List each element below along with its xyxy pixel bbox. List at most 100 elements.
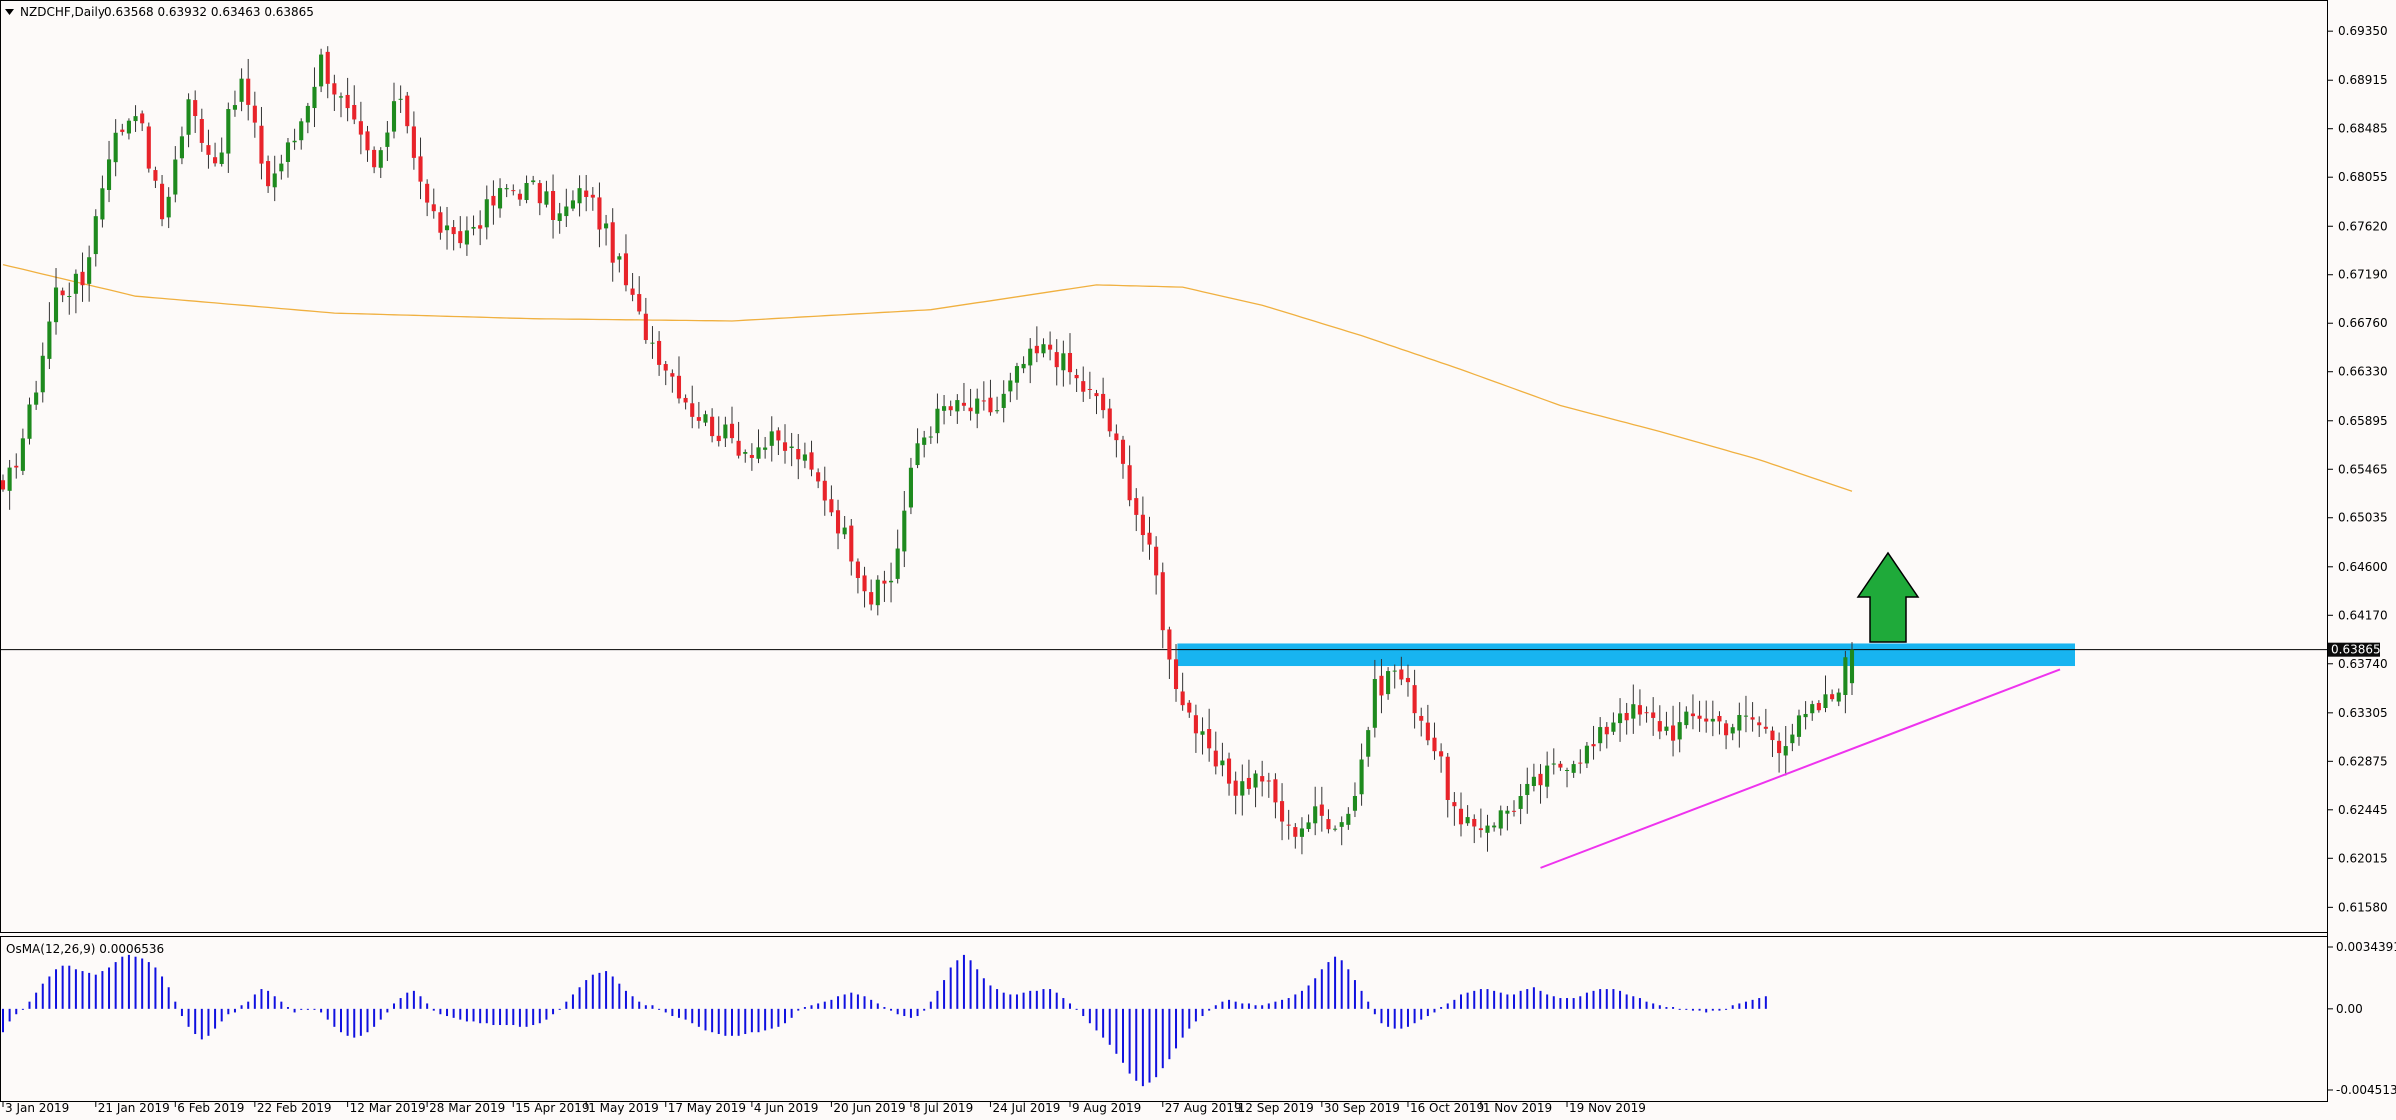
candle	[1631, 684, 1636, 734]
osma-bar	[1605, 989, 1608, 1009]
osma-bar	[1711, 1008, 1714, 1011]
candle	[915, 428, 920, 469]
osma-bar	[757, 1008, 760, 1033]
osma-bar	[386, 1008, 389, 1013]
osma-bar	[1758, 998, 1761, 1009]
osma-bar	[1320, 969, 1323, 1009]
osma-bar	[538, 1008, 541, 1024]
candle	[789, 432, 794, 467]
candle	[1505, 805, 1510, 831]
osma-bar	[1360, 990, 1363, 1009]
osma-bar	[1744, 1001, 1747, 1009]
osma-bar	[1619, 990, 1622, 1009]
candle	[736, 421, 741, 459]
osma-bar	[1645, 1001, 1648, 1009]
candle	[1352, 782, 1358, 818]
candle	[325, 46, 330, 99]
osma-bar	[684, 1008, 687, 1020]
candle	[126, 118, 131, 140]
candle	[531, 175, 536, 185]
candle	[1034, 326, 1039, 363]
candle	[1584, 741, 1589, 769]
osma-bar	[1367, 1001, 1370, 1009]
candle	[1823, 675, 1828, 713]
osma-bar	[1725, 1008, 1728, 1010]
osma-bar	[439, 1008, 442, 1015]
osma-bar	[585, 980, 588, 1009]
osma-bar	[233, 1008, 236, 1013]
osma-bar	[1188, 1008, 1191, 1029]
candle	[471, 215, 476, 236]
candle	[782, 424, 788, 464]
candle	[458, 216, 463, 249]
candle	[1545, 751, 1550, 799]
osma-bar	[598, 972, 601, 1009]
osma-bar	[1579, 996, 1582, 1009]
osma-bar	[459, 1008, 462, 1020]
candle	[1578, 749, 1583, 774]
candle	[120, 123, 125, 136]
candle	[206, 129, 211, 169]
osma-bar	[711, 1008, 714, 1033]
osma-bar	[1042, 989, 1045, 1009]
candle	[557, 202, 562, 234]
candle	[146, 122, 151, 173]
osma-bar	[306, 1008, 309, 1010]
osma-bar	[1214, 1005, 1217, 1009]
osma-bar	[1294, 994, 1297, 1009]
candle	[537, 180, 542, 216]
osma-bar	[41, 983, 44, 1009]
dropdown-arrow-icon[interactable]	[5, 9, 14, 15]
candle	[179, 126, 184, 165]
y-tick-label: 0.64600	[2338, 560, 2388, 574]
osma-bar	[1254, 1005, 1257, 1009]
candle	[769, 416, 774, 462]
candle	[1564, 767, 1570, 788]
osma-bar	[1208, 1008, 1211, 1011]
candle	[663, 360, 668, 386]
osma-bar	[1652, 1003, 1655, 1009]
candle	[729, 406, 735, 444]
candle	[1803, 701, 1808, 730]
y-tick-label: 0.61580	[2338, 900, 2388, 914]
candle	[1604, 722, 1609, 749]
osma-bar	[605, 971, 608, 1009]
osma-bar	[996, 989, 999, 1009]
y-tick-label: 0.66760	[2338, 316, 2388, 330]
osma-bar	[1691, 1008, 1694, 1011]
osma-bar	[247, 1001, 250, 1009]
candle	[835, 499, 841, 550]
osma-tick-label: 0.00	[2336, 1002, 2363, 1016]
osma-bar	[896, 1008, 899, 1015]
osma-bar	[837, 996, 840, 1009]
candle	[650, 326, 655, 359]
candle	[1120, 435, 1126, 479]
candle	[988, 379, 993, 416]
candle	[1021, 356, 1026, 374]
candle	[1770, 726, 1775, 758]
osma-bar	[929, 1001, 932, 1009]
candle	[1187, 700, 1192, 718]
candle	[1737, 702, 1742, 748]
osma-bar	[578, 987, 581, 1009]
osma-bar	[962, 954, 965, 1009]
osma-bar	[750, 1008, 753, 1033]
candle	[696, 401, 701, 429]
osma-bar	[1493, 990, 1496, 1009]
osma-bar	[737, 1008, 740, 1036]
osma-bar	[1764, 996, 1767, 1009]
osma-bar	[571, 994, 574, 1009]
y-tick-label: 0.67190	[2338, 268, 2388, 282]
osma-bar	[797, 1008, 800, 1011]
osma-bar	[1102, 1008, 1105, 1038]
candle	[643, 297, 648, 344]
osma-bar	[220, 1008, 223, 1022]
osma-bar	[1314, 978, 1317, 1009]
candle	[1193, 704, 1198, 753]
candle	[80, 252, 85, 302]
candle	[1253, 770, 1258, 808]
osma-tick-label: -0.0045135	[2336, 1083, 2396, 1097]
osma-bar	[114, 962, 117, 1009]
candle	[87, 245, 92, 302]
